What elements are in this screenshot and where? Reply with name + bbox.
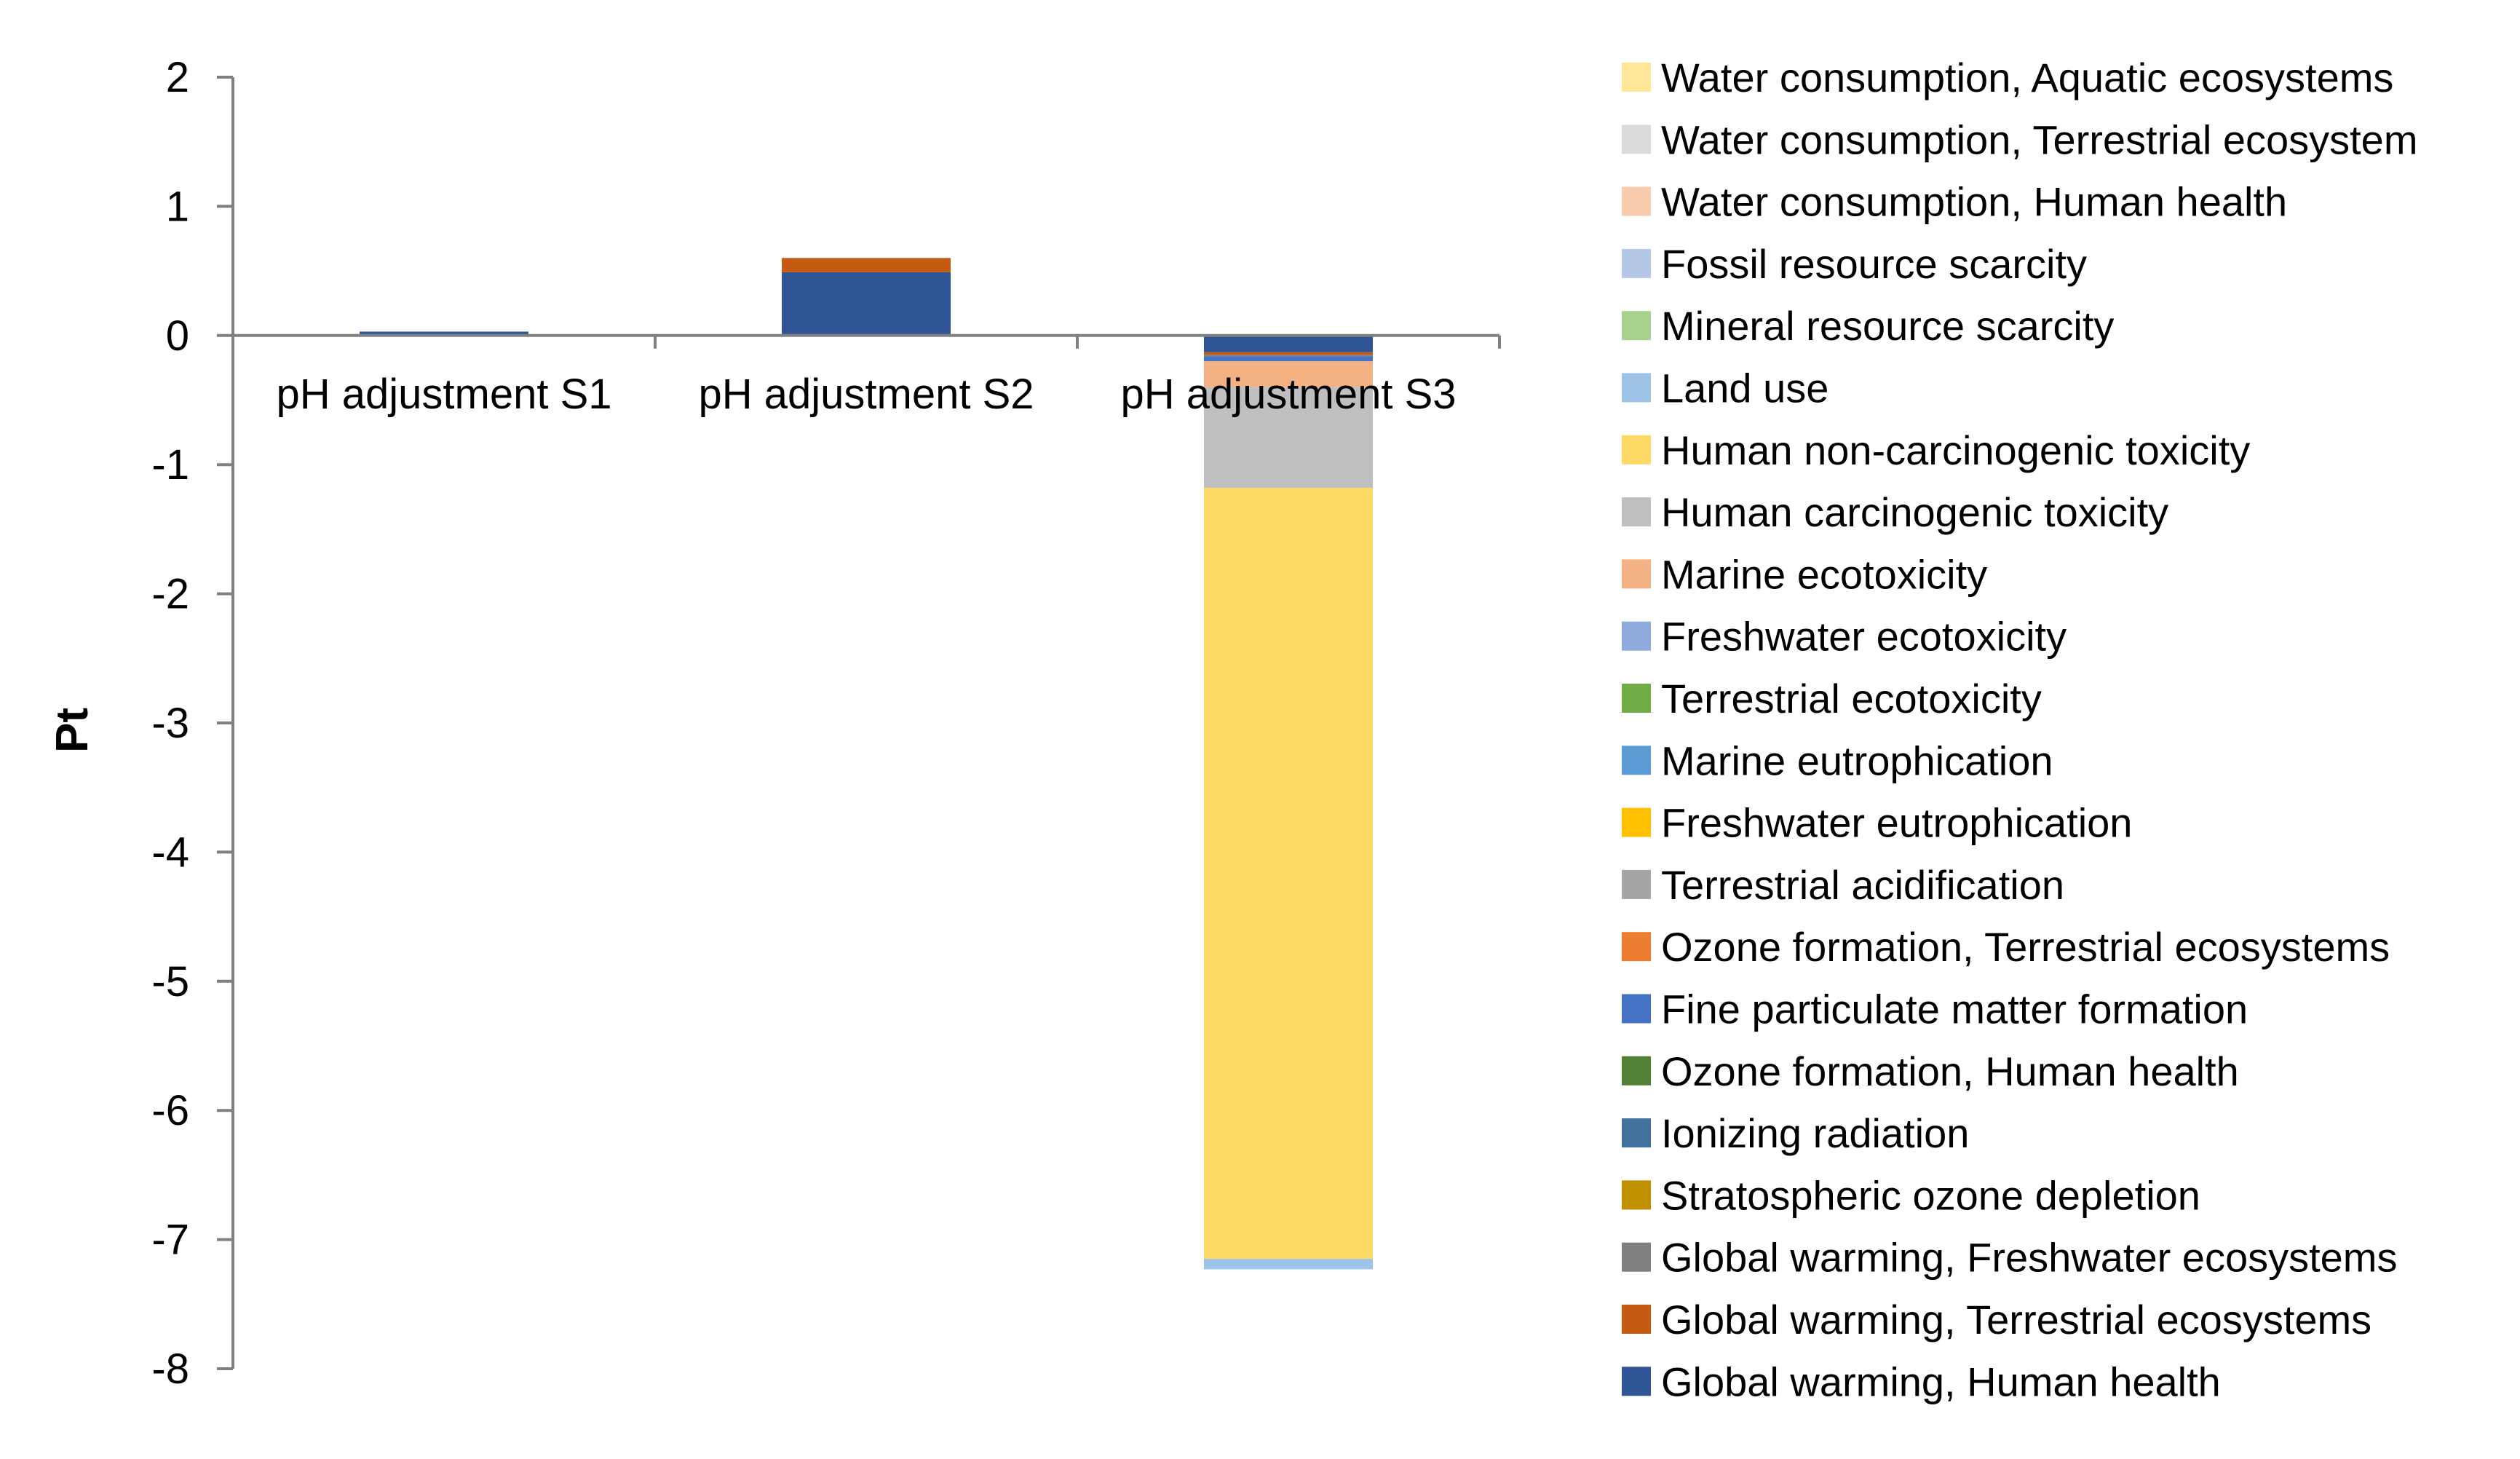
legend-label: Freshwater ecotoxicity	[1661, 614, 2067, 660]
legend-label: Land use	[1661, 365, 1828, 411]
x-axis-categories: pH adjustment S1 pH adjustment S2 pH adjus…	[231, 335, 1501, 418]
bar-segment	[360, 331, 528, 336]
legend-label: Terrestrial ecotoxicity	[1661, 676, 2042, 721]
bar-segment	[1204, 488, 1373, 1260]
legend-label: Terrestrial acidification	[1661, 862, 2064, 908]
y-axis-title: Pt	[47, 708, 98, 753]
legend-label: Global warming, Freshwater ecosystems	[1661, 1235, 2397, 1281]
legend-swatch	[1622, 621, 1651, 651]
legend: Water consumption, Aquatic ecosystems Wat…	[1622, 55, 2417, 1404]
legend-swatch	[1622, 1305, 1651, 1334]
bar-segment	[1204, 335, 1373, 352]
legend-swatch	[1622, 311, 1651, 341]
category-label: pH adjustment S1	[276, 371, 611, 418]
legend-swatch	[1622, 186, 1651, 216]
legend-swatch	[1622, 373, 1651, 403]
legend-label: Ionizing radiation	[1661, 1110, 1969, 1156]
legend-swatch	[1622, 248, 1651, 278]
legend-swatch	[1622, 1118, 1651, 1148]
y-tick-label: 1	[166, 183, 189, 230]
bar-segment	[1204, 355, 1373, 357]
legend-swatch	[1622, 1056, 1651, 1086]
legend-label: Fossil resource scarcity	[1661, 241, 2087, 287]
bar-segment	[1204, 352, 1373, 355]
legend-swatch	[1622, 1180, 1651, 1210]
bar-layer	[360, 258, 1373, 1270]
legend-label: Water consumption, Human health	[1661, 179, 2287, 225]
legend-label: Human carcinogenic toxicity	[1661, 489, 2168, 535]
y-tick-label: 0	[166, 312, 189, 360]
bar-segment	[782, 272, 951, 336]
y-axis-ticks: 2 1 0 -1 -2 -3 -4 -5 -6 -7 -8	[151, 54, 233, 1393]
y-tick-label: -6	[151, 1087, 189, 1134]
bar-segment	[1204, 356, 1373, 362]
legend-swatch	[1622, 684, 1651, 713]
legend-label: Water consumption, Terrestrial ecosystem	[1661, 116, 2417, 162]
legend-label: Global warming, Terrestrial ecosystems	[1661, 1297, 2372, 1343]
legend-label: Human non-carcinogenic toxicity	[1661, 427, 2250, 473]
y-tick-label: -2	[151, 571, 189, 618]
legend-label: Stratospheric ozone depletion	[1661, 1172, 2200, 1218]
legend-swatch	[1622, 63, 1651, 92]
y-tick-label: -3	[151, 700, 189, 747]
legend-swatch	[1622, 124, 1651, 154]
legend-swatch	[1622, 869, 1651, 899]
y-tick-label: -8	[151, 1345, 189, 1393]
legend-swatch	[1622, 1242, 1651, 1272]
legend-swatch	[1622, 497, 1651, 527]
legend-swatch	[1622, 435, 1651, 464]
legend-label: Ozone formation, Human health	[1661, 1048, 2239, 1094]
legend-label: Ozone formation, Terrestrial ecosystems	[1661, 924, 2390, 970]
y-tick-label: 2	[166, 54, 189, 101]
legend-label: Global warming, Human health	[1661, 1359, 2221, 1404]
bar-segment	[1204, 1259, 1373, 1270]
legend-label: Marine eutrophication	[1661, 738, 2053, 783]
legend-label: Fine particulate matter formation	[1661, 986, 2248, 1032]
legend-swatch	[1622, 746, 1651, 775]
legend-label: Mineral resource scarcity	[1661, 303, 2114, 349]
category-label: pH adjustment S3	[1120, 371, 1456, 418]
bar-segment	[782, 258, 951, 272]
y-tick-label: -7	[151, 1217, 189, 1264]
y-tick-label: -4	[151, 829, 189, 876]
legend-swatch	[1622, 807, 1651, 837]
legend-swatch	[1622, 994, 1651, 1024]
legend-label: Marine ecotoxicity	[1661, 551, 1987, 597]
bar-segment	[1204, 361, 1373, 387]
y-tick-label: -1	[151, 441, 189, 489]
y-tick-label: -5	[151, 958, 189, 1005]
bar-segment	[1204, 387, 1373, 489]
legend-swatch	[1622, 1367, 1651, 1396]
category-label: pH adjustment S2	[698, 371, 1034, 418]
legend-label: Freshwater eutrophication	[1661, 800, 2132, 846]
legend-swatch	[1622, 932, 1651, 962]
legend-swatch	[1622, 559, 1651, 589]
legend-label: Water consumption, Aquatic ecosystems	[1661, 55, 2393, 100]
